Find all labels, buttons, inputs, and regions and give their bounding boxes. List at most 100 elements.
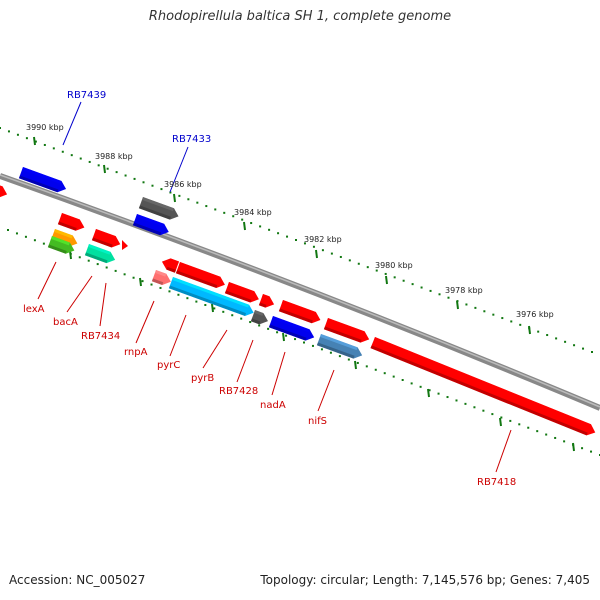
scale-dot — [123, 273, 126, 276]
gene-red — [175, 262, 225, 288]
scale-dot — [582, 347, 585, 350]
tick-label: 3980 kbp — [375, 261, 413, 270]
gene-rb7433 — [138, 197, 179, 220]
gene-lexa-shine — [53, 229, 73, 239]
gene-label-rb7433[interactable]: RB7433 — [172, 134, 211, 145]
gene-label-pyrc[interactable]: pyrC — [157, 360, 180, 371]
tick-label: 3982 kbp — [304, 235, 342, 244]
scale-dot — [249, 321, 252, 324]
scale-dot — [285, 334, 288, 337]
scale-dot — [160, 188, 163, 191]
gene-lexa-b-shadow — [47, 244, 67, 254]
gene-label-pyrb[interactable]: pyrB — [191, 373, 214, 384]
gene-red-shine — [60, 213, 80, 223]
scale-tick-labels: 3990 kbp 3988 kbp 3986 kbp 3984 kbp 3982… — [26, 123, 554, 319]
scale-dot — [312, 245, 315, 248]
gene-rb7418 — [370, 337, 596, 436]
gene-rb7433-shine — [141, 197, 175, 212]
gene-small-red — [122, 240, 128, 250]
gene-rb7418-shine — [373, 337, 592, 428]
gene-red-shine — [261, 294, 270, 300]
scale-dot — [151, 184, 154, 187]
leader-rnpa — [135, 300, 155, 344]
gene-blue — [132, 214, 169, 236]
gene-baca-shadow — [84, 252, 108, 264]
gene-pyrc-body — [168, 277, 254, 316]
scale-dot — [338, 355, 341, 358]
scale-tick — [69, 250, 72, 260]
scale-dot — [223, 211, 226, 214]
scale-dot — [250, 222, 253, 225]
scale-dot — [277, 232, 280, 235]
gene-nifs-shadow — [316, 342, 355, 359]
gene-label-rb7434[interactable]: RB7434 — [81, 331, 120, 342]
leader-rb7433 — [169, 146, 189, 193]
scale-tick — [211, 303, 214, 313]
scale-dot — [7, 229, 9, 231]
gene-blue-shine — [135, 214, 165, 227]
scale-dot — [402, 279, 405, 282]
scale-dot — [483, 310, 486, 313]
scale-dot — [141, 280, 144, 283]
scale-dot — [169, 191, 172, 194]
scale-dot — [303, 341, 305, 344]
scale-dot — [510, 320, 513, 323]
scale-dot — [518, 423, 521, 426]
tick-label: 3978 kbp — [445, 286, 483, 295]
scale-dot — [124, 174, 127, 177]
gene-rnpa-shine — [154, 270, 167, 277]
scale-dot — [564, 340, 567, 343]
gene-red-body — [278, 300, 321, 324]
scale-tick — [572, 442, 575, 452]
scale-dot — [132, 276, 135, 279]
tick-label: 3976 kbp — [516, 310, 554, 319]
scale-dot — [527, 426, 530, 429]
gene-pyrb-shine — [227, 282, 255, 295]
leader-baca — [66, 275, 93, 313]
scale-dot — [329, 351, 332, 354]
scale-dot — [142, 181, 145, 184]
gene-red-shine — [178, 262, 221, 280]
leader-rb7428 — [236, 339, 254, 383]
scale-dot — [437, 392, 440, 395]
scale-dot — [96, 263, 99, 266]
scale-dot — [365, 365, 368, 368]
gene-red — [258, 294, 275, 308]
label-leader-lines — [37, 101, 512, 473]
scale-tick — [103, 164, 106, 174]
scale-dot — [7, 130, 10, 133]
gene-label-lexa[interactable]: lexA — [23, 304, 45, 315]
tick-label: 3986 kbp — [164, 180, 202, 189]
scale-dot — [240, 317, 243, 320]
gene-label-nada[interactable]: nadA — [260, 400, 286, 411]
gene-label-rb7428[interactable]: RB7428 — [219, 386, 258, 397]
scale-dot — [276, 331, 279, 334]
gene-rb7439 — [18, 167, 67, 193]
gene-rb7428-shadow — [250, 318, 261, 325]
gene-label-nifs[interactable]: nifS — [308, 416, 327, 427]
gene-pyrc-shine — [171, 277, 250, 308]
scale-dot — [196, 201, 199, 204]
gene-red-shadow — [278, 308, 313, 324]
scale-dot — [241, 218, 244, 221]
gene-rb7439-body — [18, 167, 67, 193]
gene-lexa-b — [47, 236, 75, 254]
gene-label-baca[interactable]: bacA — [53, 317, 78, 328]
scale-tick — [243, 221, 246, 231]
scale-dot — [536, 430, 539, 433]
gene-label-rb7439[interactable]: RB7439 — [67, 90, 106, 101]
scale-dot — [286, 235, 289, 238]
gene-rb7428 — [250, 310, 268, 325]
scale-dot — [546, 334, 549, 337]
scale-dot — [321, 249, 324, 252]
gene-red-shine — [169, 258, 180, 265]
scale-dot — [259, 225, 262, 228]
gene-pyrb-shadow — [224, 290, 252, 303]
scale-dot — [374, 368, 377, 371]
gene-label-rnpa[interactable]: rnpA — [124, 347, 148, 358]
scale-dot — [43, 143, 46, 146]
scale-dot — [79, 157, 82, 160]
scale-ticks — [33, 136, 575, 452]
gene-label-rb7418[interactable]: RB7418 — [477, 477, 516, 488]
